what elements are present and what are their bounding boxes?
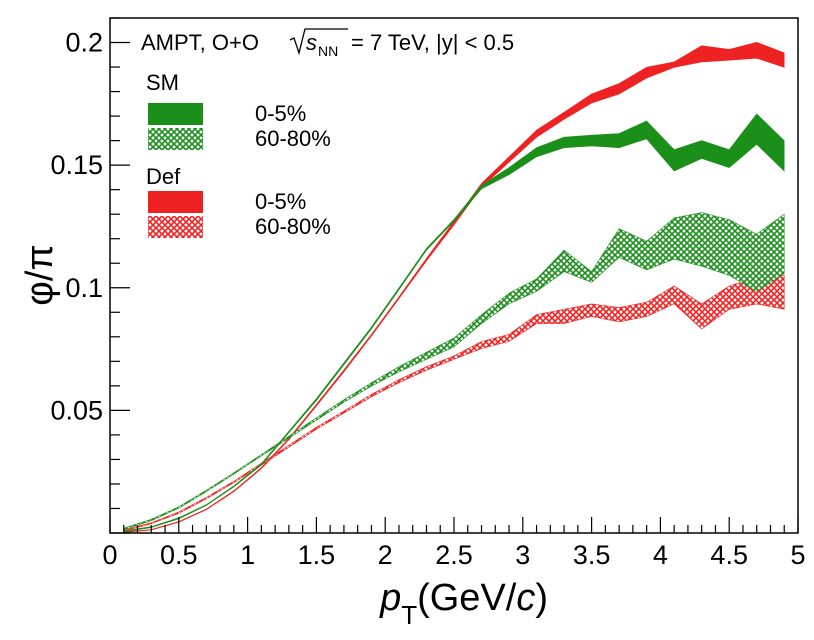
y-axis-title: φ/π (19, 244, 61, 305)
plot-frame (109, 17, 799, 534)
y-tick-label: 0.1 (65, 273, 103, 303)
x-tick-label: 0 (102, 540, 117, 570)
legend-label-sm-0-5: 0-5% (255, 101, 306, 126)
x-tick-label: 1.5 (298, 540, 336, 570)
x-tick-label: 2 (378, 540, 393, 570)
x-axis-title-units: (GeV/ (417, 577, 517, 619)
legend-swatch-sm-60-80 (148, 128, 203, 150)
band-sm-0-5- (123, 113, 785, 533)
x-axis-title-sub: T (401, 600, 417, 630)
legend-label-def-0-5: 0-5% (255, 189, 306, 214)
y-tick-label: 0.15 (50, 150, 103, 180)
legend-label-def-60-80: 60-80% (255, 214, 331, 239)
x-axis-title-c: c (516, 577, 535, 619)
band-def-60-80- (123, 274, 785, 532)
sqrt-symbol (289, 28, 348, 56)
x-tick-label: 3 (515, 540, 530, 570)
x-tick-label: 4 (653, 540, 668, 570)
x-tick-labels: 0 0.5 1 1.5 2 2.5 3 3.5 4 4.5 5 (102, 540, 805, 570)
legend-label-sm-60-80: 60-80% (255, 126, 331, 151)
x-tick-label: 1 (240, 540, 255, 570)
band-def-0-5- (123, 41, 785, 533)
legend-group-sm: SM (146, 70, 179, 95)
legend-group-def: Def (146, 164, 181, 189)
x-axis-title-close: ) (535, 577, 548, 619)
title-energy-value: = 7 TeV, |y| < 0.5 (351, 30, 514, 55)
x-axis-title-p: p (379, 577, 401, 619)
x-tick-label: 3.5 (573, 540, 611, 570)
legend: SM 0-5% 60-80% Def 0-5% 60-80% (146, 70, 331, 239)
chart-title: AMPT, O+O s NN = 7 TeV, |y| < 0.5 (141, 28, 514, 59)
legend-swatch-def-0-5 (148, 191, 203, 213)
legend-swatch-def-60-80 (148, 216, 203, 238)
x-tick-label: 2.5 (435, 540, 473, 570)
y-tick-label: 0.05 (50, 395, 103, 425)
legend-swatch-sm-0-5 (148, 103, 203, 125)
axis-ticks (109, 17, 799, 534)
x-tick-label: 0.5 (160, 540, 198, 570)
band-sm-60-80- (123, 212, 785, 531)
title-energy-subscript: NN (318, 43, 338, 59)
title-system: AMPT, O+O (141, 30, 259, 55)
title-energy-symbol: s (306, 30, 317, 55)
x-tick-label: 5 (790, 540, 805, 570)
data-bands (123, 41, 785, 533)
y-tick-labels: 0.05 0.1 0.15 0.2 (50, 28, 103, 426)
y-tick-label: 0.2 (65, 28, 103, 58)
x-axis-title: pT(GeV/c) (379, 577, 548, 630)
x-tick-label: 4.5 (710, 540, 748, 570)
